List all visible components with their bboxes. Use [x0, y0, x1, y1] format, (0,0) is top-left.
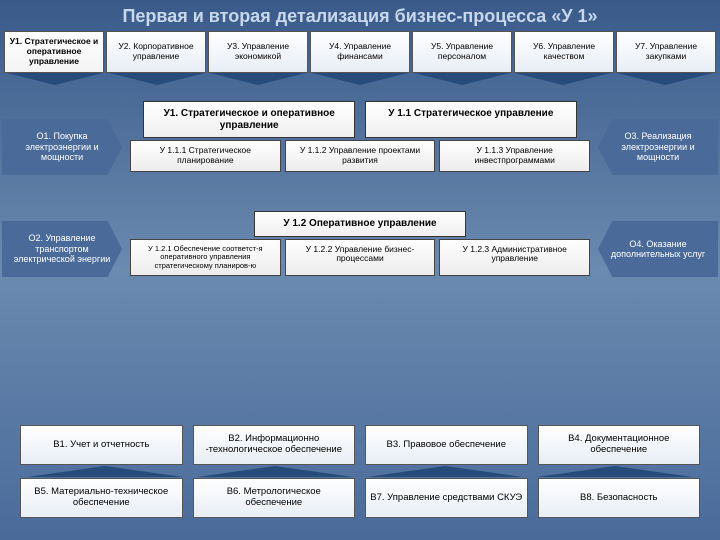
bottom-row-1: В1. Учет и отчетность В2. Информационно …	[0, 425, 720, 465]
sub-1-1-1: У 1.1.1 Стратегическое планирование	[130, 140, 281, 172]
section1-head-left: У1. Стратегическое и оперативное управле…	[143, 101, 355, 138]
bottom-row-2: В5. Материально-техническое обеспечение …	[0, 478, 720, 518]
top-u3: У3. Управление экономикой	[208, 31, 308, 73]
section-1: У1. Стратегическое и оперативное управле…	[130, 101, 590, 182]
bottom-b6: В6. Метрологическое обеспечение	[193, 478, 356, 518]
down-arrows	[0, 73, 720, 87]
sub-1-2-2: У 1.2.2 Управление бизнес-процессами	[285, 239, 436, 277]
bottom-b3: В3. Правовое обеспечение	[365, 425, 528, 465]
top-u2: У2. Корпоративное управление	[106, 31, 206, 73]
top-u7: У7. Управление закупками	[616, 31, 716, 73]
top-u1: У1. Стратегическое и оперативное управле…	[4, 31, 104, 73]
left-arrow-o1: О1. Покупка электроэнергии и мощности	[2, 119, 122, 175]
sub-1-2-3: У 1.2.3 Административное управление	[439, 239, 590, 277]
right-arrow-o4: О4. Оказание дополнительных услуг	[598, 221, 718, 277]
sub-1-1-2: У 1.1.2 Управление проектами развития	[285, 140, 436, 172]
section1-head-right: У 1.1 Стратегическое управление	[365, 101, 577, 138]
bottom-b4: В4. Документационное обеспечение	[538, 425, 701, 465]
middle-area: О1. Покупка электроэнергии и мощности О2…	[0, 91, 720, 356]
bottom-b8: В8. Безопасность	[538, 478, 701, 518]
bottom-b2: В2. Информационно -технологическое обесп…	[193, 425, 356, 465]
top-u5: У5. Управление персоналом	[412, 31, 512, 73]
bottom-b5: В5. Материально-техническое обеспечение	[20, 478, 183, 518]
sub-1-2-1: У 1.2.1 Обеспечение соответст-я оператив…	[130, 239, 281, 277]
bottom-b1: В1. Учет и отчетность	[20, 425, 183, 465]
top-u6: У6. Управление качеством	[514, 31, 614, 73]
section-2: У 1.2 Оперативное управление У 1.2.1 Обе…	[130, 211, 590, 286]
bottom-b7: В7. Управление средствами СКУЭ	[365, 478, 528, 518]
sub-1-1-3: У 1.1.3 Управление инвестпрограммами	[439, 140, 590, 172]
right-arrow-o3: О3. Реализация электроэнергии и мощности	[598, 119, 718, 175]
section2-head: У 1.2 Оперативное управление	[254, 211, 466, 237]
top-u4: У4. Управление финансами	[310, 31, 410, 73]
top-process-row: У1. Стратегическое и оперативное управле…	[0, 31, 720, 73]
page-title: Первая и вторая детализация бизнес-проце…	[0, 0, 720, 31]
up-arrows	[0, 465, 720, 477]
left-arrow-o2: О2. Управление транспортом электрической…	[2, 221, 122, 277]
